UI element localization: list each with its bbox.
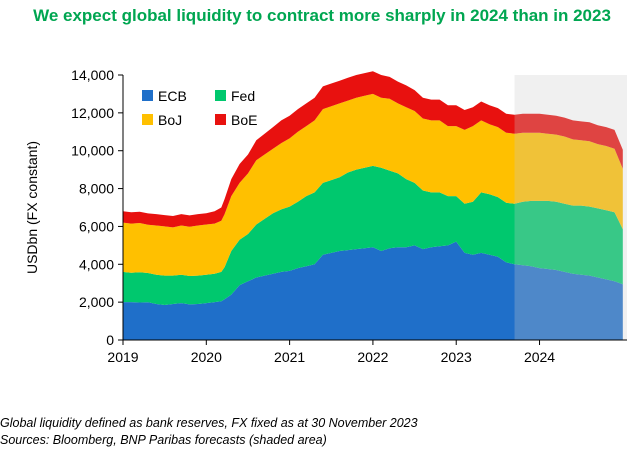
legend-label-boj: BoJ: [158, 112, 182, 128]
footnotes: Global liquidity defined as bank reserve…: [0, 415, 418, 449]
forecast-shade: [514, 75, 627, 340]
y-tick-label: 2,000: [79, 294, 114, 310]
series-area-boe: [123, 71, 623, 228]
y-tick-label: 8,000: [79, 181, 114, 197]
y-tick-label: 6,000: [79, 218, 114, 234]
x-tick-label: 2024: [524, 349, 555, 365]
y-axis-label: USDbn (FX constant): [24, 141, 40, 274]
x-tick-label: 2020: [191, 349, 222, 365]
legend-swatch-ecb: [142, 90, 153, 101]
axes: 0 2,000 4,000 6,000 8,000 10,000 12,000 14,000 2…: [71, 67, 627, 365]
y-tick-label: 12,000: [71, 105, 114, 121]
y-tick-label: 10,000: [71, 143, 114, 159]
legend: ECB Fed BoJ BoE: [142, 88, 257, 128]
legend-swatch-fed: [215, 90, 226, 101]
legend-swatch-boe: [215, 114, 226, 125]
series-area-boj: [123, 93, 623, 277]
x-tick-label: 2019: [107, 349, 138, 365]
y-tick-label: 0: [106, 332, 114, 348]
y-tick-label: 14,000: [71, 67, 114, 83]
series-area-fed: [123, 165, 623, 305]
chart-title: We expect global liquidity to contract m…: [33, 6, 611, 25]
legend-label-ecb: ECB: [158, 88, 187, 104]
footnote-sources: Sources: Bloomberg, BNP Paribas forecast…: [0, 433, 327, 447]
x-tick-label: 2022: [357, 349, 388, 365]
x-tick-label: 2021: [274, 349, 305, 365]
x-tick-label: 2023: [441, 349, 472, 365]
series-area-ecb: [123, 241, 623, 340]
footnote-definition: Global liquidity defined as bank reserve…: [0, 416, 418, 430]
y-tick-label: 4,000: [79, 256, 114, 272]
area-layer: [123, 71, 623, 340]
legend-label-fed: Fed: [231, 88, 255, 104]
legend-swatch-boj: [142, 114, 153, 125]
legend-label-boe: BoE: [231, 112, 257, 128]
